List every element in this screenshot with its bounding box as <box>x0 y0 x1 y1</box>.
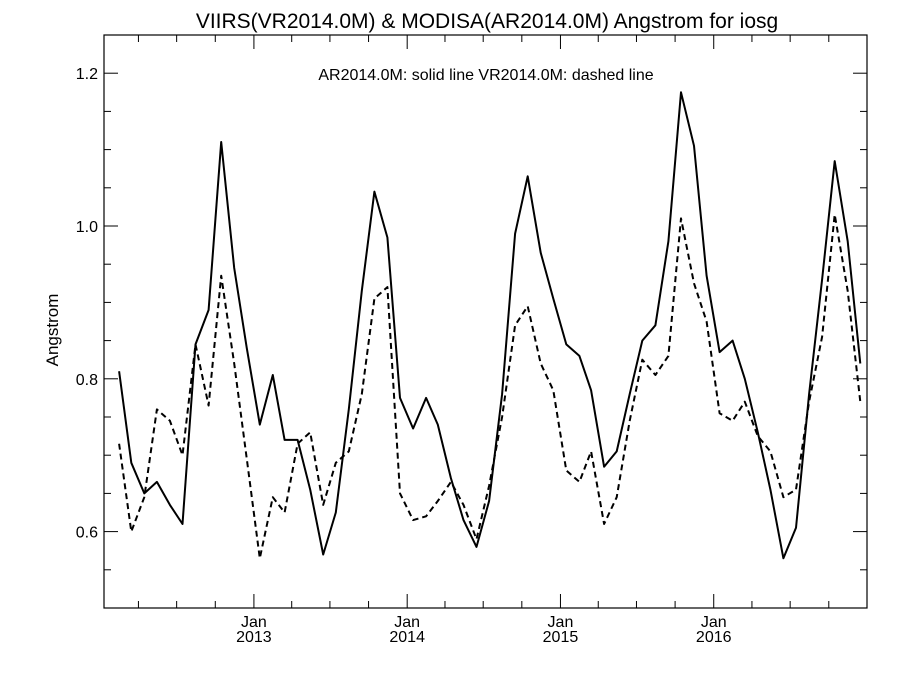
x-tick-label-month: Jan <box>548 614 574 631</box>
series-group <box>118 91 862 560</box>
line-style-legend: AR2014.0M: solid line VR2014.0M: dashed … <box>318 67 653 84</box>
x-tick-label-month: Jan <box>241 614 267 631</box>
series-line-AR2014.0M <box>118 91 862 560</box>
y-tick-label: 1.2 <box>76 66 98 83</box>
y-tick-label: 0.6 <box>76 525 98 542</box>
x-tick-label-year: 2013 <box>236 629 272 646</box>
x-tick-label-year: 2015 <box>543 629 579 646</box>
x-tick-label-year: 2014 <box>389 629 425 646</box>
x-tick-label-month: Jan <box>701 614 727 631</box>
plot-frame <box>103 34 868 609</box>
y-tick-label: 0.8 <box>76 372 98 389</box>
x-tick-label-year: 2016 <box>696 629 732 646</box>
axis-ticks <box>104 35 867 608</box>
y-axis-label: Angstrom <box>43 294 62 367</box>
y-tick-labels: 0.6 0.8 1.0 1.2 <box>76 66 98 541</box>
series-line-VR2014.0M <box>118 213 862 560</box>
y-tick-label: 1.0 <box>76 219 98 236</box>
x-tick-label-month: Jan <box>394 614 420 631</box>
chart-title: VIIRS(VR2014.0M) & MODISA(AR2014.0M) Ang… <box>196 10 778 33</box>
